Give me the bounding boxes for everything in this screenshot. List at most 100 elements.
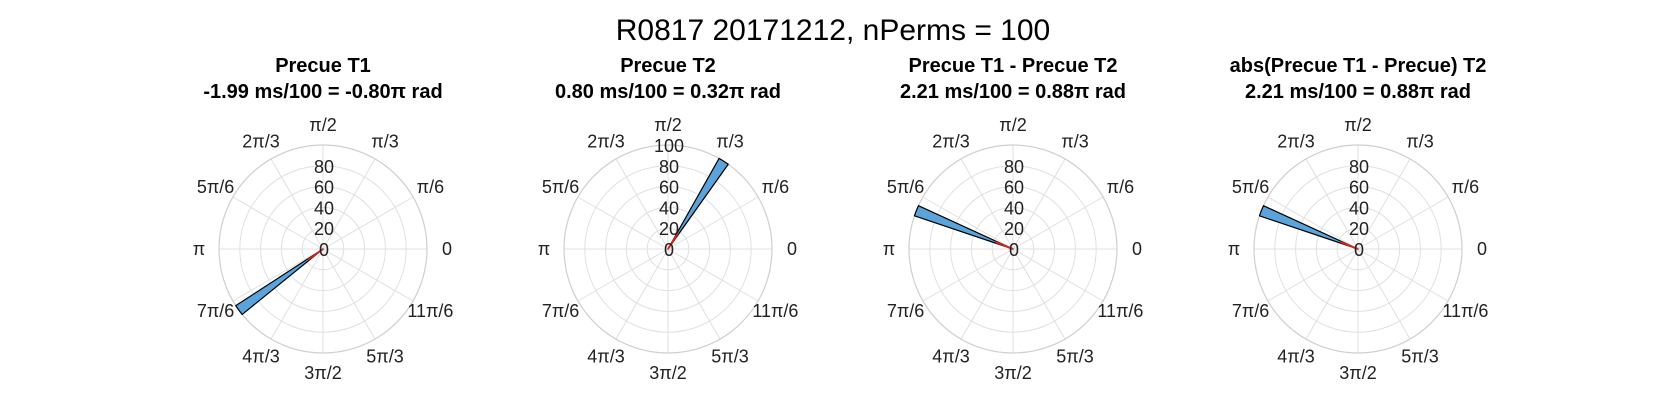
histogram-bar [667, 157, 729, 250]
theta-tick-label: π [883, 239, 895, 259]
panel-title: abs(Precue T1 - Precue) T2 [1230, 55, 1487, 77]
figure-title: R0817 20171212, nPerms = 100 [616, 14, 1051, 47]
theta-gridline [232, 248, 324, 302]
theta-gridline [1267, 196, 1359, 250]
mean-direction-line [307, 248, 324, 261]
mean-direction-line [667, 232, 679, 250]
r-gridline [1315, 206, 1401, 292]
theta-gridline [615, 248, 669, 340]
r-gridline [280, 206, 366, 292]
theta-gridline [1305, 158, 1359, 250]
theta-tick-label: π/3 [716, 132, 743, 152]
r-gridline [260, 186, 386, 312]
r-gridline [239, 165, 407, 333]
r-tick-label: 60 [314, 178, 334, 198]
theta-tick-label: 11π/6 [407, 301, 453, 321]
theta-tick-label: 5π/3 [1401, 346, 1438, 366]
r-tick-label: 100 [654, 136, 684, 156]
panel-title: Precue T1 - Precue T2 [909, 55, 1118, 77]
theta-gridline [270, 248, 324, 340]
r-tick-label: 60 [1349, 178, 1369, 198]
polar-panel-4: abs(Precue T1 - Precue) T2 2.21 ms/100 = … [1228, 55, 1489, 383]
theta-tick-label: 2π/3 [1277, 132, 1314, 152]
r-gridline [970, 206, 1056, 292]
theta-tick-label: π/2 [309, 115, 336, 135]
r-tick-label: 60 [659, 178, 679, 198]
r-tick-label: 0 [319, 240, 329, 260]
panel-subtitle: -1.99 ms/100 = -0.80π rad [203, 81, 442, 103]
theta-tick-label: 5π/3 [366, 346, 403, 366]
theta-tick-label: 5π/6 [197, 177, 234, 197]
theta-tick-label: 7π/6 [542, 301, 579, 321]
theta-gridline [1012, 196, 1104, 250]
theta-tick-label: 0 [1477, 239, 1487, 259]
r-gridline [950, 186, 1076, 312]
theta-tick-label: 11π/6 [1097, 301, 1143, 321]
theta-tick-label: 4π/3 [242, 346, 279, 366]
theta-tick-label: π/6 [1452, 177, 1479, 197]
r-gridline [646, 227, 690, 271]
theta-tick-label: 7π/6 [1232, 301, 1269, 321]
mean-direction-line [1340, 241, 1359, 250]
r-gridline [301, 227, 345, 271]
theta-gridline [322, 248, 414, 302]
theta-gridline [322, 248, 376, 340]
theta-tick-label: π/3 [1061, 132, 1088, 152]
r-gridline [1274, 165, 1442, 333]
r-tick-label: 20 [1349, 219, 1369, 239]
r-tick-label: 0 [664, 240, 674, 260]
r-tick-label: 20 [1004, 219, 1024, 239]
r-tick-label: 80 [659, 157, 679, 177]
theta-gridline [960, 248, 1014, 340]
theta-gridline [270, 158, 324, 250]
theta-tick-label: 7π/6 [887, 301, 924, 321]
polar-outer-ring [908, 144, 1118, 354]
theta-tick-label: 4π/3 [932, 346, 969, 366]
theta-tick-label: π/6 [762, 177, 789, 197]
theta-tick-label: 5π/6 [1232, 177, 1269, 197]
theta-tick-label: 7π/6 [197, 301, 234, 321]
theta-tick-label: π [193, 239, 205, 259]
theta-tick-label: π/3 [1406, 132, 1433, 152]
theta-gridline [1305, 248, 1359, 340]
r-tick-label: 0 [1009, 240, 1019, 260]
histogram-bar [1258, 205, 1359, 250]
theta-gridline [232, 196, 324, 250]
polar-outer-ring [563, 144, 773, 354]
r-gridline [1336, 227, 1380, 271]
theta-tick-label: π/2 [654, 115, 681, 135]
theta-gridline [667, 248, 721, 340]
theta-gridline [1357, 248, 1449, 302]
r-tick-label: 20 [659, 219, 679, 239]
theta-gridline [922, 196, 1014, 250]
panel-subtitle: 2.21 ms/100 = 0.88π rad [1245, 81, 1471, 103]
r-tick-label: 60 [1004, 178, 1024, 198]
theta-gridline [667, 248, 759, 302]
theta-tick-label: 5π/3 [1056, 346, 1093, 366]
panel-subtitle: 2.21 ms/100 = 0.88π rad [900, 81, 1126, 103]
r-gridline [1295, 186, 1421, 312]
theta-gridline [577, 248, 669, 302]
theta-tick-label: 3π/2 [649, 363, 686, 383]
r-tick-label: 40 [659, 198, 679, 218]
panel-title: Precue T2 [620, 55, 716, 77]
theta-gridline [322, 196, 414, 250]
r-gridline [991, 227, 1035, 271]
theta-gridline [1012, 158, 1066, 250]
r-tick-label: 80 [314, 157, 334, 177]
theta-tick-label: 5π/6 [887, 177, 924, 197]
polar-panel-3: Precue T1 - Precue T2 2.21 ms/100 = 0.88π… [883, 55, 1144, 383]
theta-tick-label: 11π/6 [752, 301, 798, 321]
theta-tick-label: π/6 [1107, 177, 1134, 197]
theta-tick-label: 0 [787, 239, 797, 259]
r-tick-label: 80 [1004, 157, 1024, 177]
polar-outer-ring [218, 144, 428, 354]
theta-tick-label: π/2 [999, 115, 1026, 135]
theta-gridline [615, 158, 669, 250]
theta-tick-label: π [1228, 239, 1240, 259]
r-tick-label: 0 [1354, 240, 1364, 260]
r-gridline [625, 206, 711, 292]
theta-gridline [1267, 248, 1359, 302]
theta-gridline [1357, 248, 1411, 340]
theta-gridline [577, 196, 669, 250]
